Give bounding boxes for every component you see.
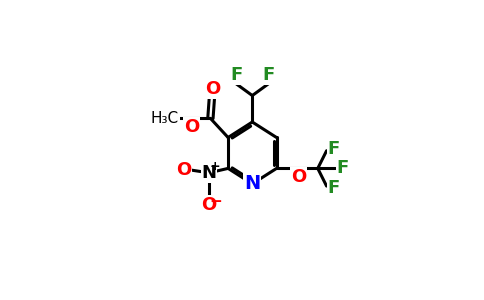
- Text: O: O: [176, 161, 192, 179]
- Text: O: O: [183, 118, 199, 136]
- Text: O: O: [201, 196, 216, 214]
- Text: N: N: [201, 164, 216, 182]
- Text: F: F: [337, 159, 349, 177]
- Text: F: F: [328, 178, 340, 196]
- Text: F: F: [328, 140, 340, 158]
- Text: +: +: [210, 160, 220, 173]
- Text: O: O: [205, 80, 220, 98]
- Text: N: N: [244, 174, 260, 194]
- Text: H₃C: H₃C: [151, 111, 179, 126]
- Text: O: O: [291, 168, 306, 186]
- Text: F: F: [230, 66, 242, 84]
- Text: F: F: [262, 66, 274, 84]
- Text: −: −: [209, 194, 222, 209]
